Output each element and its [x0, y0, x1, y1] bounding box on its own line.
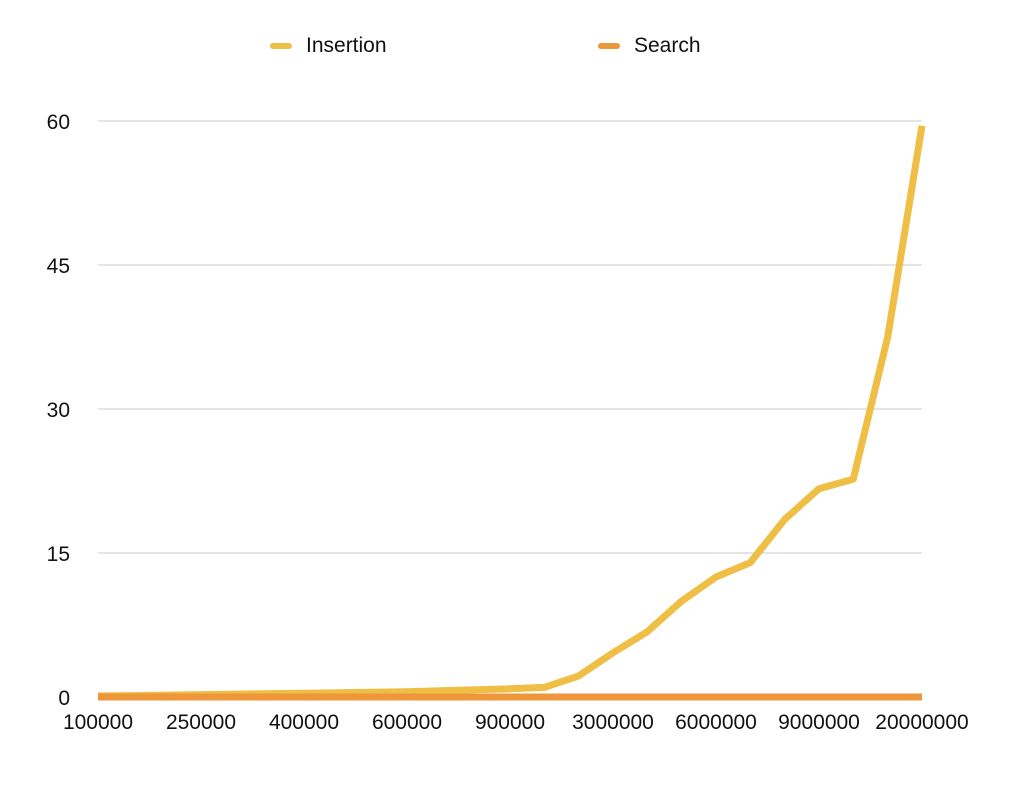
x-tick-label: 6000000 — [675, 711, 757, 734]
legend-label-insertion: Insertion — [306, 34, 387, 57]
legend-swatch-insertion — [270, 43, 292, 49]
y-tick-label: 15 — [47, 543, 70, 566]
legend-swatch-search — [598, 43, 620, 49]
y-tick-label: 60 — [47, 111, 70, 134]
y-tick-label: 45 — [47, 255, 70, 278]
x-tick-label: 250000 — [166, 711, 236, 734]
series-line-insertion — [97, 125, 926, 700]
y-tick-label: 30 — [47, 399, 70, 422]
x-tick-label: 9000000 — [778, 711, 860, 734]
legend-item-insertion: Insertion — [270, 34, 387, 58]
legend-label-search: Search — [634, 34, 701, 57]
x-tick-label: 100000 — [63, 711, 133, 734]
legend-item-search: Search — [598, 34, 701, 58]
x-tick-label: 400000 — [269, 711, 339, 734]
x-tick-label: 600000 — [372, 711, 442, 734]
x-tick-label: 3000000 — [572, 711, 654, 734]
x-tick-label: 20000000 — [875, 711, 968, 734]
y-tick-label: 0 — [58, 687, 70, 710]
legend: Insertion Search — [0, 34, 1016, 64]
x-tick-label: 900000 — [475, 711, 545, 734]
